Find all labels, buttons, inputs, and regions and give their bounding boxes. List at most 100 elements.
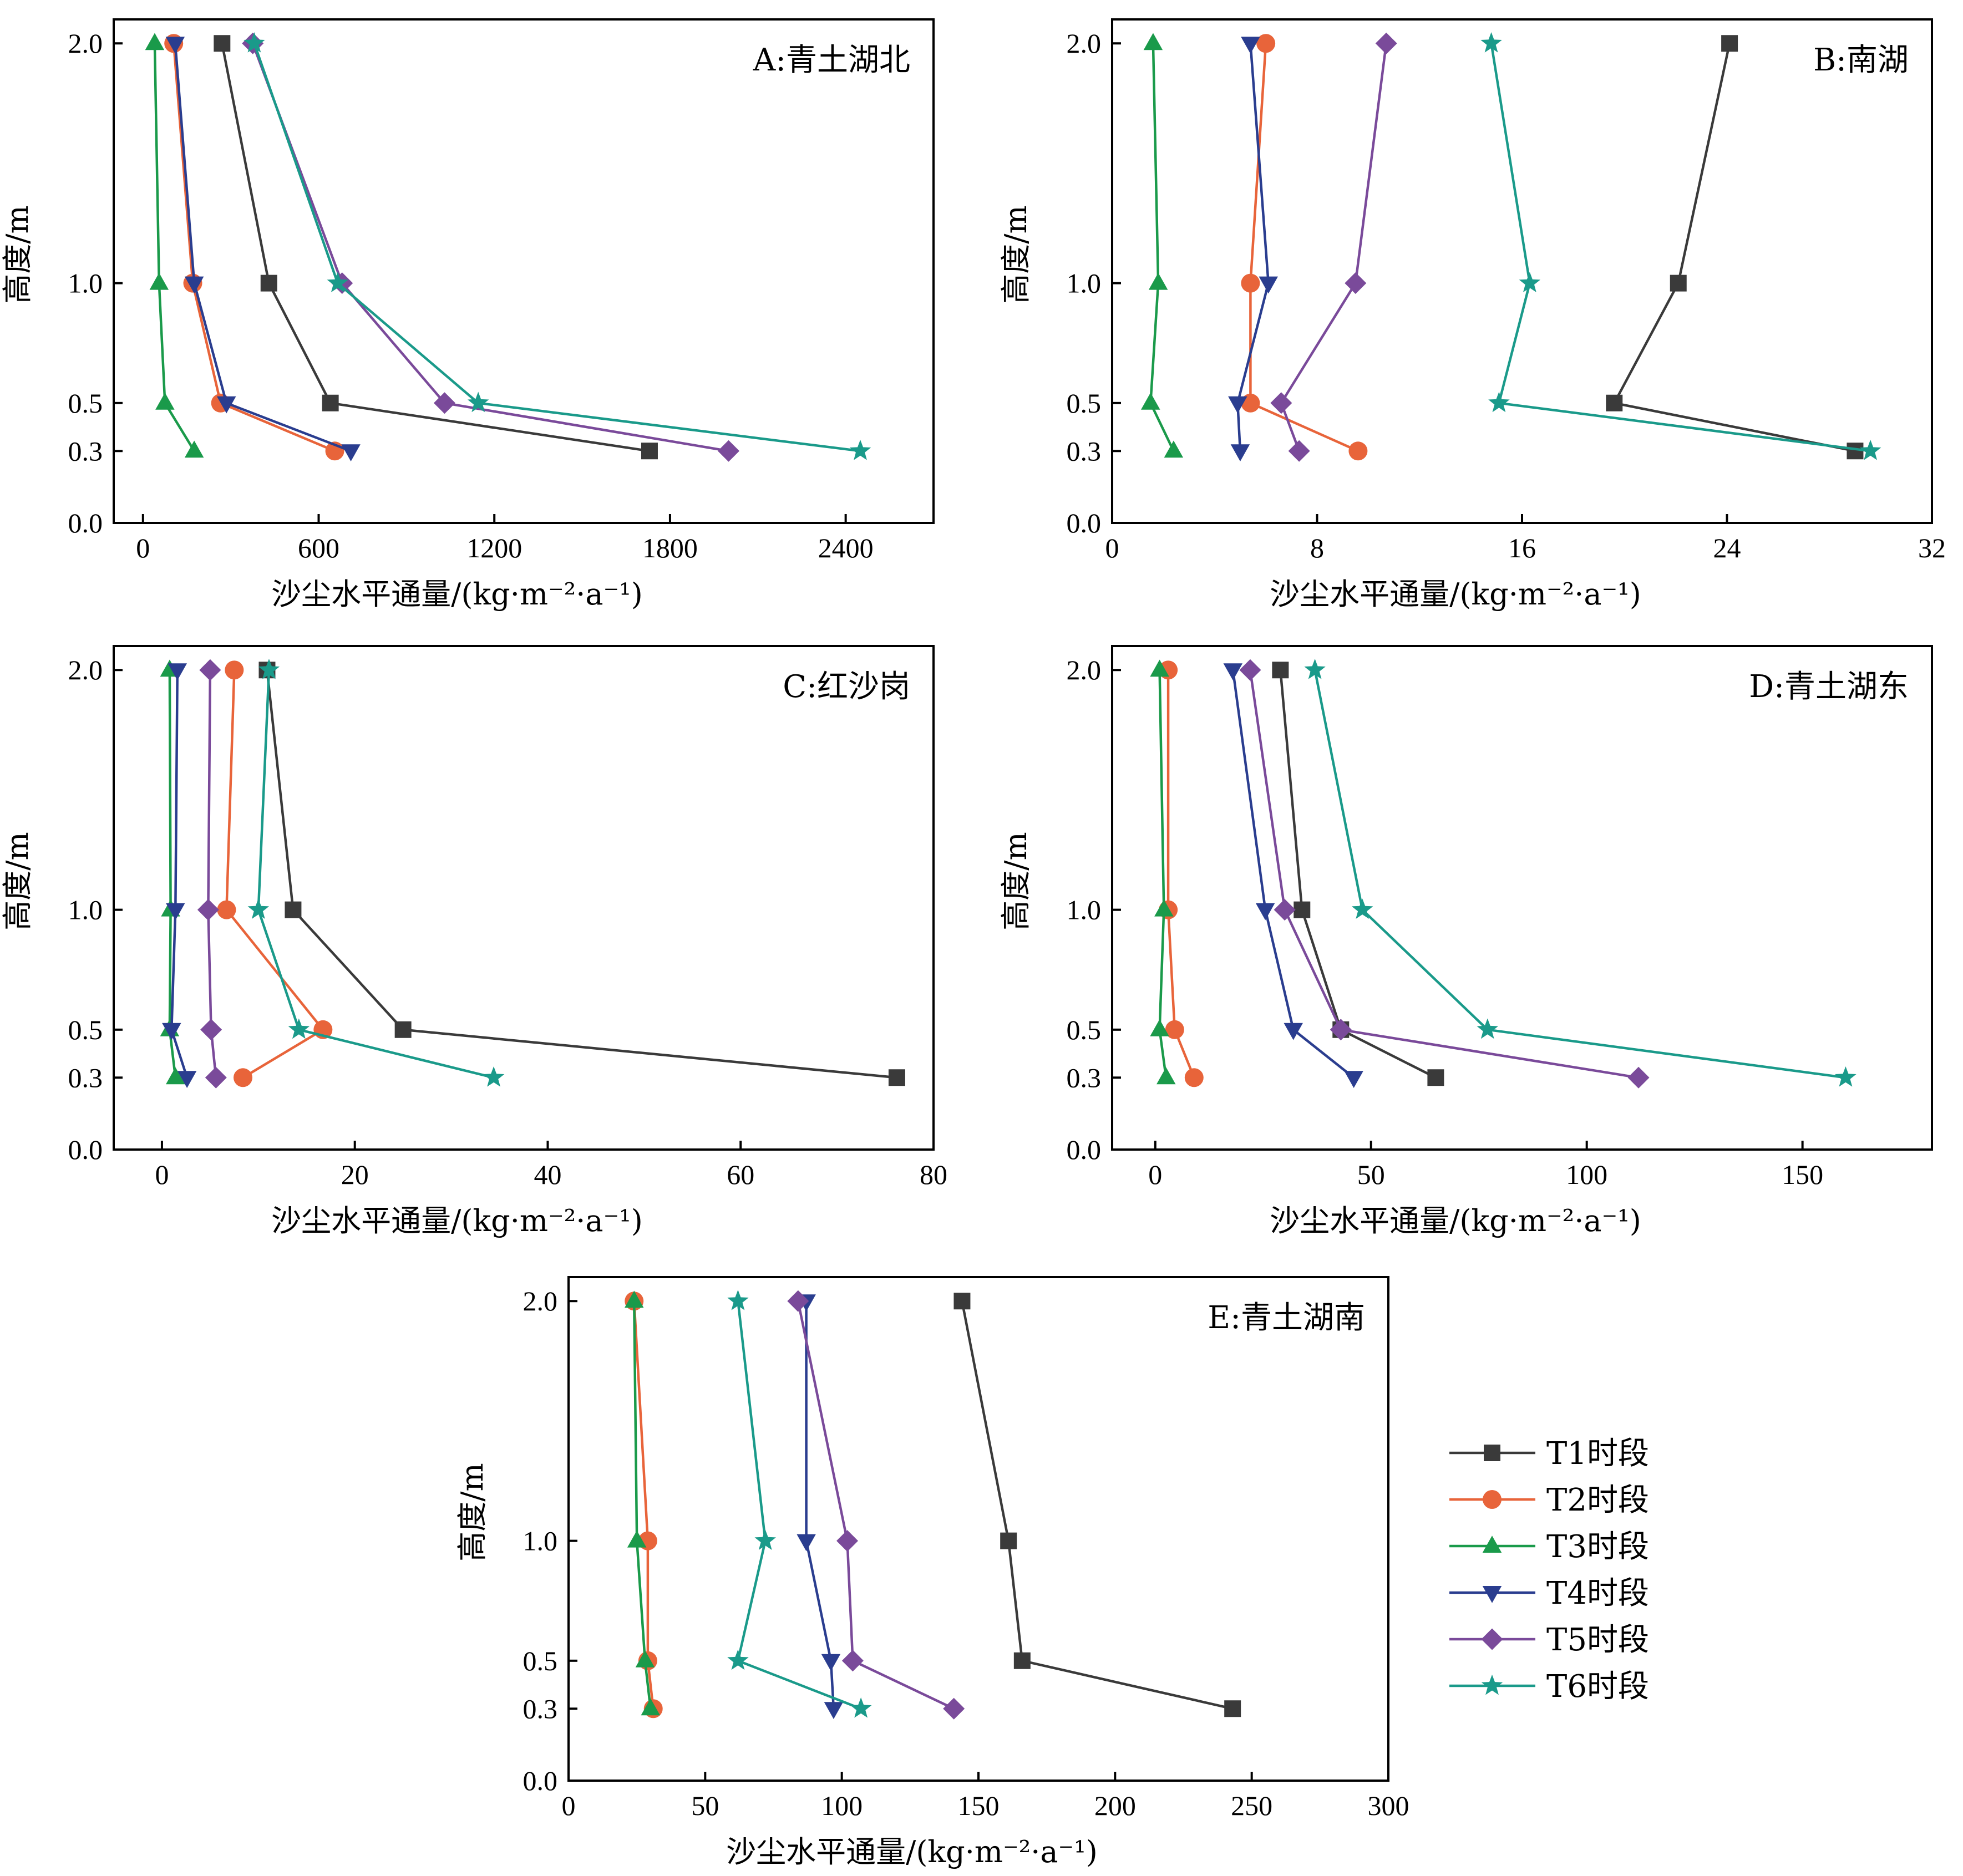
- legend-label: T2时段: [1546, 1482, 1649, 1518]
- series-line: [153, 43, 196, 452]
- data-point: [217, 900, 236, 919]
- data-point: [199, 659, 221, 681]
- data-point: [177, 1071, 197, 1089]
- y-tick-label: 0.5: [1067, 388, 1102, 419]
- data-point: [225, 660, 244, 680]
- data-point: [1156, 1067, 1176, 1085]
- series-T5: [242, 32, 739, 462]
- legend-label: T6时段: [1546, 1669, 1649, 1705]
- y-tick-label: 0.5: [68, 1014, 103, 1045]
- data-point: [1375, 32, 1397, 54]
- y-tick-label: 0.0: [1067, 1134, 1102, 1165]
- data-point: [322, 394, 339, 411]
- y-tick-label: 1.0: [68, 268, 103, 299]
- data-point: [1847, 443, 1864, 460]
- data-point: [145, 33, 165, 50]
- series-line: [961, 1300, 1233, 1710]
- series-line: [221, 43, 650, 453]
- series-T5: [1270, 32, 1397, 462]
- y-tick-label: 2.0: [1067, 654, 1102, 685]
- x-tick-label: 150: [958, 1790, 1000, 1821]
- data-point: [168, 663, 187, 680]
- series-line: [632, 1301, 655, 1709]
- data-point: [184, 440, 204, 458]
- x-tick-label: 40: [534, 1159, 561, 1190]
- data-point: [850, 1697, 872, 1718]
- y-tick-label: 0.5: [523, 1645, 558, 1676]
- chart-panel-5: 0 50 100 150 200 250 300 0.0 0.3 0.5 1.0 2.0 沙尘水平通量/…: [455, 1276, 1409, 1869]
- series-line: [172, 43, 336, 453]
- series-line: [266, 669, 897, 1079]
- y-axis-title: 高度/m: [455, 1463, 490, 1561]
- data-point: [1859, 440, 1881, 460]
- data-point: [1143, 33, 1163, 50]
- series-line: [1166, 670, 1195, 1079]
- y-axis-title: 高度/m: [0, 205, 35, 303]
- data-point: [1427, 1069, 1444, 1086]
- series-T6: [244, 32, 871, 460]
- y-tick-label: 0.0: [523, 1765, 558, 1796]
- data-point: [165, 37, 185, 54]
- data-point: [155, 393, 175, 410]
- data-point: [184, 276, 204, 294]
- data-point: [1670, 274, 1687, 292]
- legend-entry-T5: T5时段: [1449, 1622, 1649, 1658]
- series-T4: [1223, 663, 1363, 1089]
- y-tick-label: 2.0: [68, 28, 103, 59]
- data-point: [1241, 37, 1260, 54]
- chart-panel-2: 0 8 16 24 32 0.0 0.3 0.5 1.0 2.0 沙尘水平通量/(kg·m⁻²·a⁻…: [998, 18, 1946, 612]
- series-line: [1149, 43, 1175, 452]
- x-tick-label: 24: [1713, 532, 1741, 563]
- y-tick-label: 0.0: [1067, 507, 1102, 538]
- data-point: [467, 392, 489, 413]
- data-point: [1272, 662, 1289, 679]
- data-point: [341, 444, 361, 462]
- y-tick-label: 0.3: [1067, 435, 1102, 466]
- x-tick-label: 0: [136, 532, 150, 563]
- x-tick-label: 20: [341, 1159, 369, 1190]
- x-tick-label: 0: [155, 1159, 169, 1190]
- data-point: [727, 1289, 749, 1310]
- series-T2: [1159, 660, 1204, 1087]
- series-line: [1612, 43, 1855, 453]
- x-tick-label: 1200: [466, 532, 522, 563]
- data-point: [260, 274, 277, 292]
- y-tick-label: 2.0: [523, 1285, 558, 1316]
- series-line: [1231, 669, 1355, 1079]
- x-tick-label: 2400: [818, 532, 874, 563]
- legend-marker: [1482, 1586, 1502, 1603]
- data-point: [841, 1650, 864, 1672]
- data-point: [1241, 273, 1260, 293]
- data-point: [1606, 394, 1623, 411]
- series-line: [1249, 43, 1359, 453]
- y-tick-label: 0.5: [68, 388, 103, 419]
- data-point: [641, 443, 658, 460]
- x-axis-title: 沙尘水平通量/(kg·m⁻²·a⁻¹): [1270, 577, 1641, 612]
- series-line: [1279, 669, 1437, 1079]
- data-point: [787, 1290, 809, 1312]
- plot-frame: [113, 645, 935, 1151]
- y-tick-label: 1.0: [1067, 268, 1102, 299]
- data-point: [1345, 272, 1367, 294]
- legend-label: T5时段: [1546, 1622, 1649, 1658]
- data-point: [627, 1530, 647, 1548]
- panel-title: E:青土湖南: [1208, 1300, 1365, 1336]
- series-T6: [247, 658, 505, 1087]
- series-T3: [624, 1290, 661, 1716]
- data-point: [1224, 1700, 1241, 1717]
- data-point: [718, 440, 739, 462]
- series-line: [168, 670, 177, 1078]
- data-point: [1477, 1018, 1499, 1039]
- data-point: [1230, 444, 1250, 462]
- series-line: [253, 43, 861, 453]
- panel-title: B:南湖: [1813, 42, 1909, 78]
- series-line: [1313, 669, 1846, 1079]
- data-point: [205, 1066, 227, 1089]
- data-point: [1294, 901, 1311, 918]
- data-point: [1184, 1068, 1204, 1087]
- data-point: [824, 1702, 844, 1720]
- plot-frame: [1111, 645, 1933, 1151]
- legend-marker: [1482, 1536, 1502, 1553]
- series-T1: [1606, 35, 1864, 460]
- panel-title: D:青土湖东: [1749, 669, 1909, 705]
